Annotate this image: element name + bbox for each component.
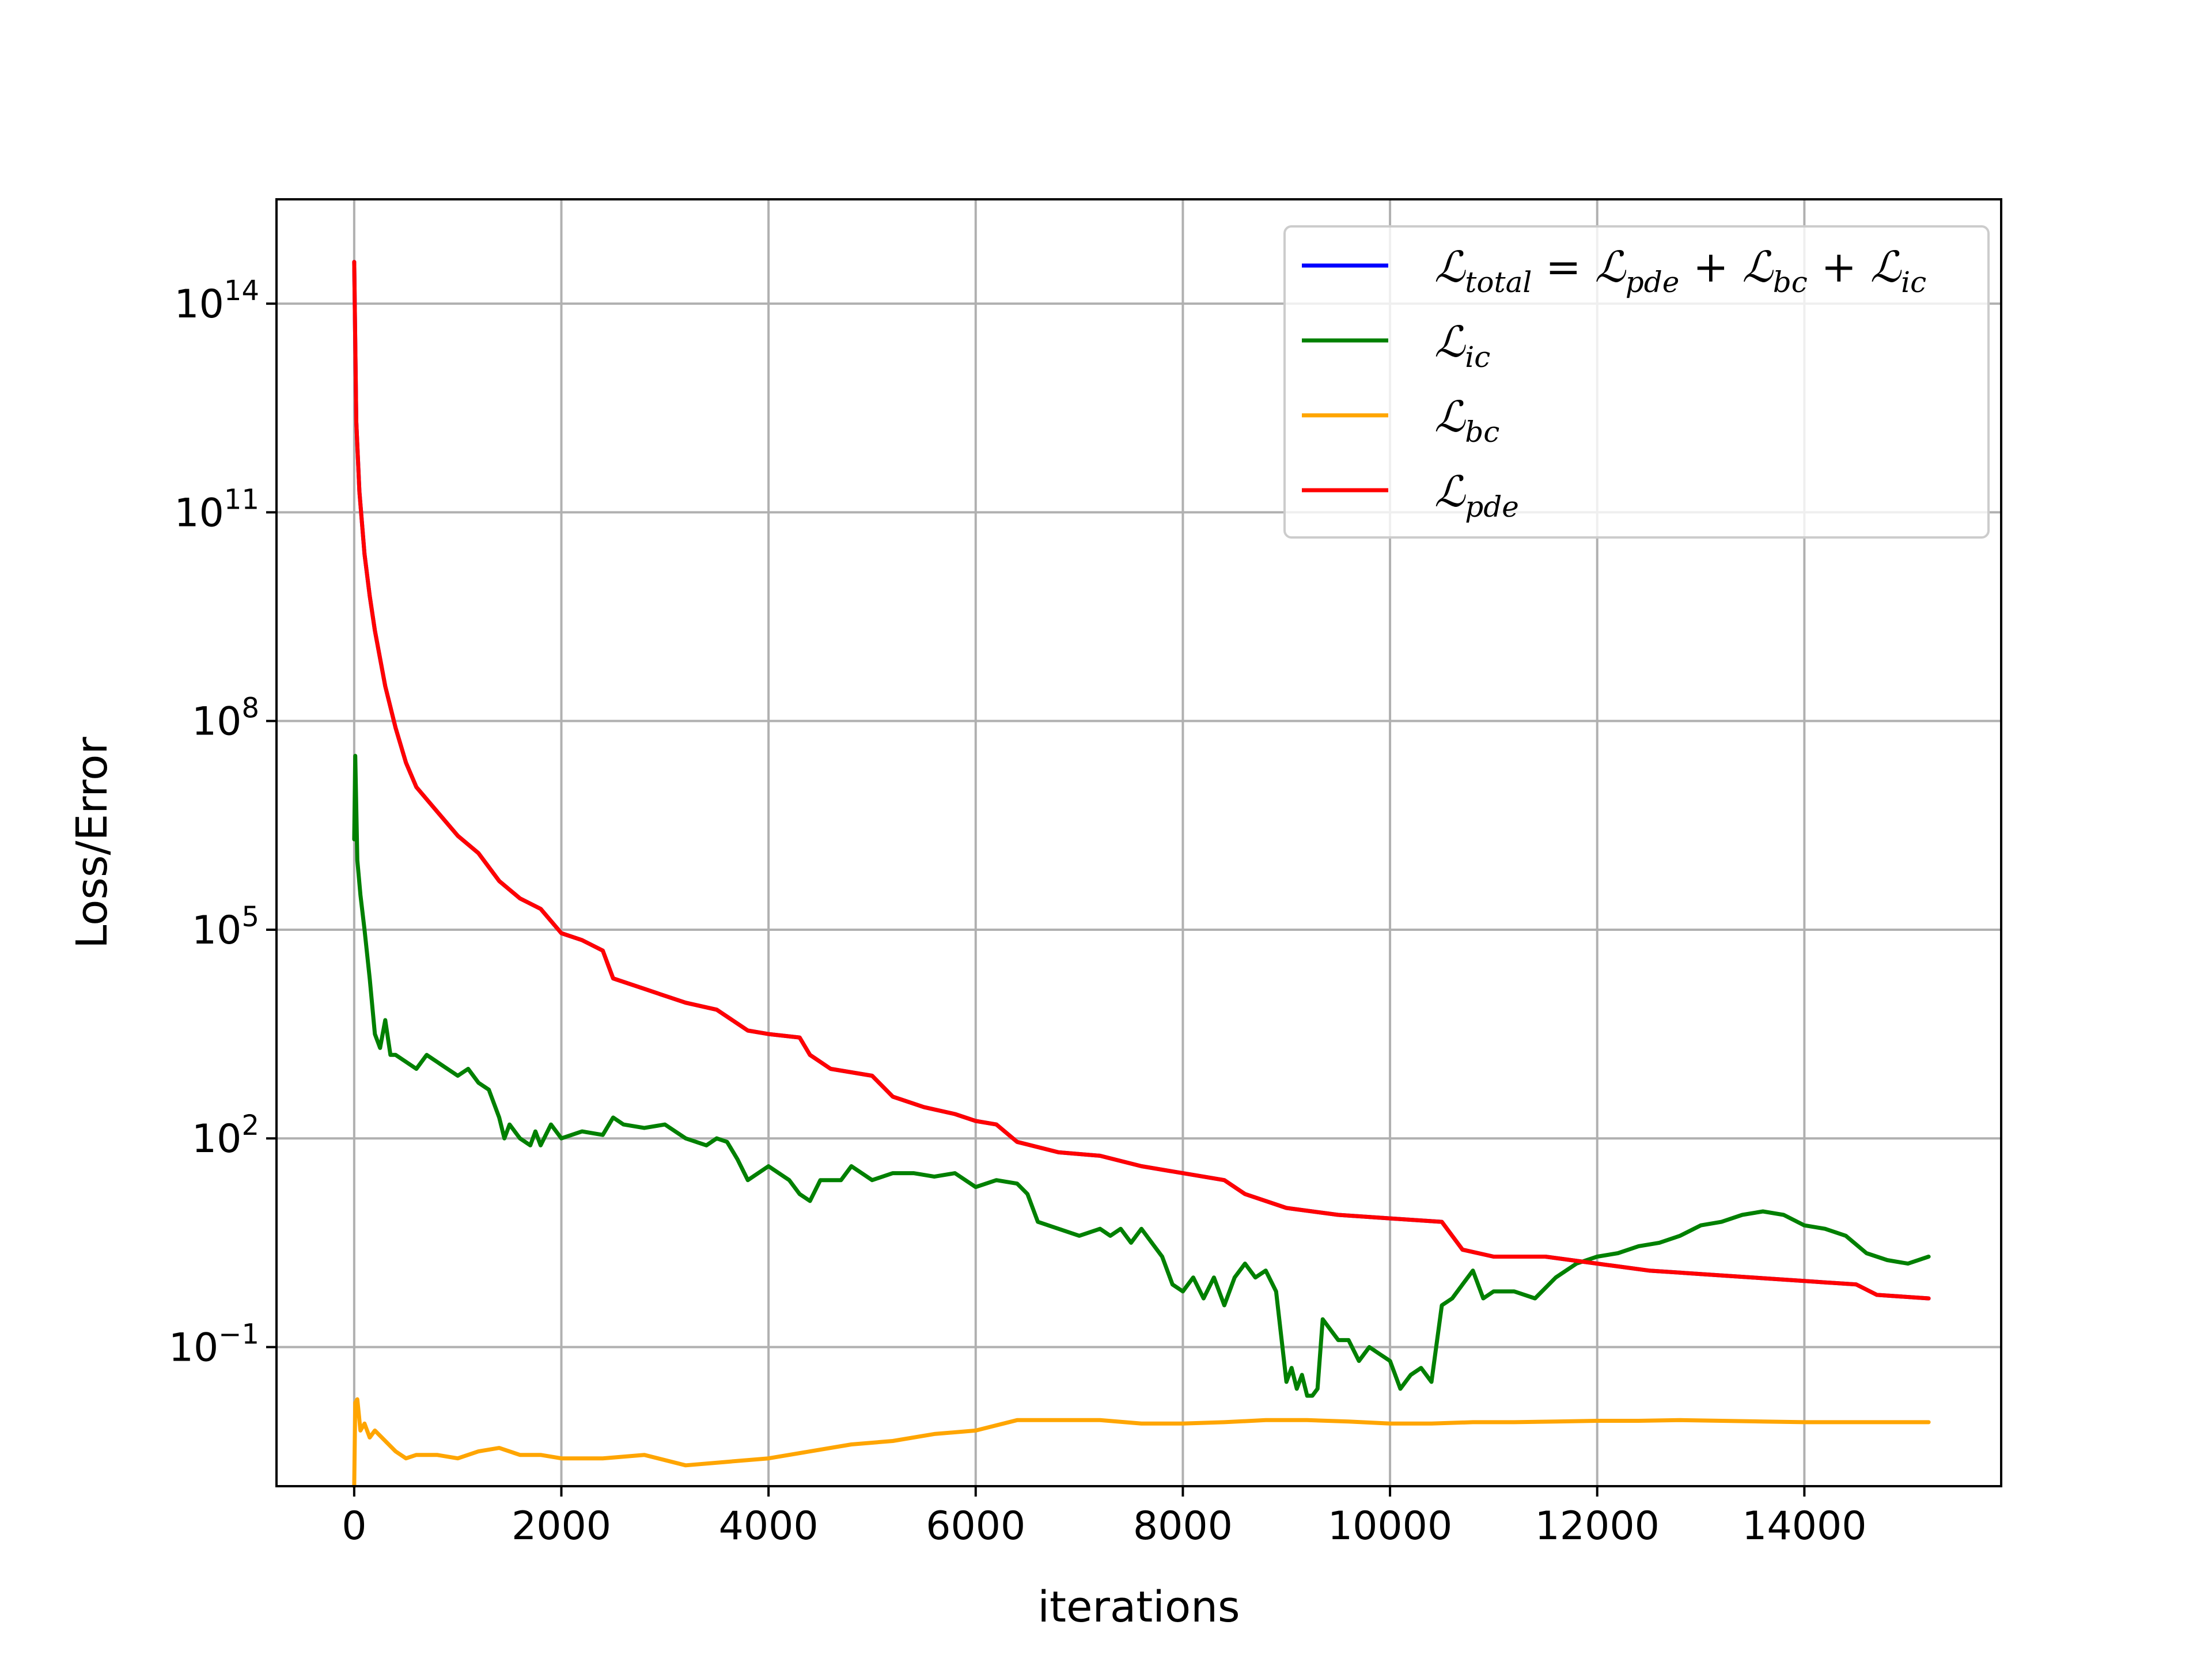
legend-label: ℒbc xyxy=(1434,392,1499,449)
legend-label: ℒpde xyxy=(1434,467,1519,524)
x-tick-label: 6000 xyxy=(926,1503,1025,1549)
series-layer xyxy=(352,260,1931,1488)
legend-label: ℒtotal = ℒpde + ℒbc + ℒic xyxy=(1434,243,1926,299)
legend-label: ℒic xyxy=(1434,317,1490,374)
legend: ℒtotal = ℒpde + ℒbc + ℒic ℒic ℒbc ℒpde xyxy=(1283,225,1990,539)
x-axis-label: iterations xyxy=(1037,1582,1240,1632)
y-tick-label: 108 xyxy=(192,692,259,745)
x-tick-label: 14000 xyxy=(1742,1503,1866,1549)
plot-frame xyxy=(275,198,2002,1487)
x-tick-label: 12000 xyxy=(1535,1503,1660,1549)
legend-box xyxy=(1283,225,1990,539)
series-line xyxy=(352,260,1931,1301)
y-axis: 10−1 102 105 108 1011 1014 xyxy=(169,275,276,1370)
x-axis: 0 2000 4000 6000 8000 10000 12000 14000 xyxy=(342,1486,1867,1549)
y-tick-label: 1014 xyxy=(174,275,259,327)
y-tick-label: 10−1 xyxy=(169,1318,259,1370)
series-line xyxy=(352,753,1931,1398)
x-tick-label: 2000 xyxy=(512,1503,611,1549)
y-axis-label: Loss/Error xyxy=(67,737,117,949)
x-tick-label: 4000 xyxy=(719,1503,819,1549)
y-tick-label: 105 xyxy=(192,901,259,953)
y-tick-label: 102 xyxy=(192,1109,259,1162)
series-line xyxy=(352,1397,1931,1488)
x-tick-label: 8000 xyxy=(1133,1503,1233,1549)
x-tick-label: 0 xyxy=(342,1503,366,1549)
y-tick-label: 1011 xyxy=(174,483,259,536)
x-tick-label: 10000 xyxy=(1328,1503,1452,1549)
